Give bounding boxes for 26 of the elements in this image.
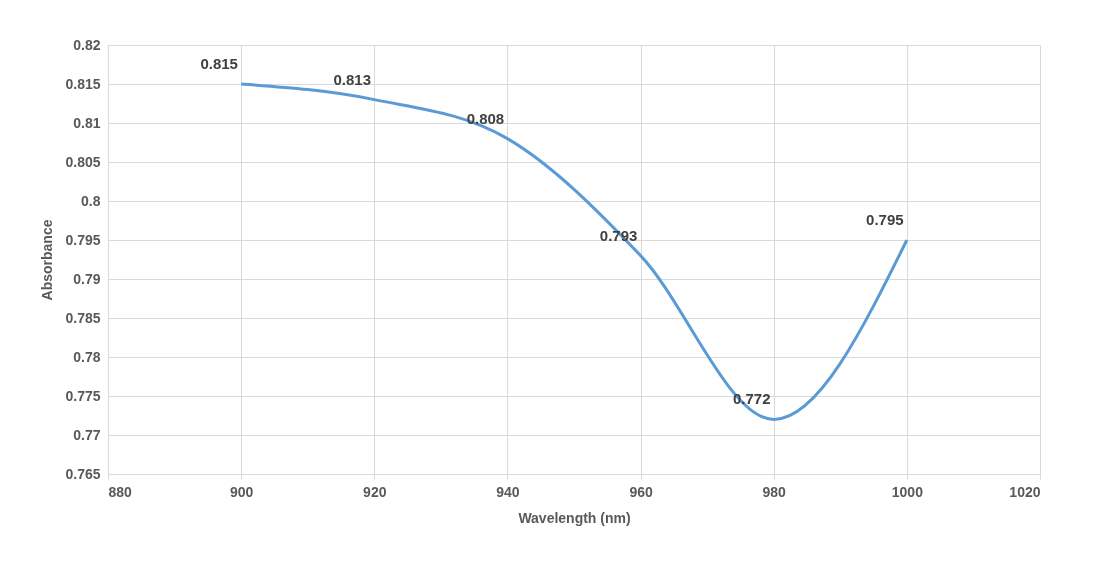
y-tick-label: 0.795 bbox=[65, 231, 101, 248]
x-tick-label: 900 bbox=[229, 483, 254, 500]
x-axis-title: Wavelength (nm) bbox=[518, 509, 631, 526]
y-axis-title: Absorbance bbox=[39, 219, 56, 301]
x-tick-label: 880 bbox=[108, 483, 133, 500]
data-label: 0.795 bbox=[866, 211, 904, 228]
y-tick-label: 0.805 bbox=[65, 153, 101, 170]
x-tick-label: 940 bbox=[496, 483, 520, 500]
y-tick-label: 0.815 bbox=[65, 75, 101, 92]
y-tick-label: 0.765 bbox=[65, 465, 101, 482]
x-tick-label: 980 bbox=[762, 483, 787, 500]
data-label: 0.813 bbox=[333, 70, 372, 88]
y-tick-label: 0.77 bbox=[73, 426, 101, 443]
x-tick-label: 1000 bbox=[891, 483, 924, 500]
data-label: 0.815 bbox=[200, 55, 238, 72]
y-tick-label: 0.81 bbox=[73, 114, 101, 131]
y-tick-label: 0.775 bbox=[65, 387, 101, 404]
y-tick-label: 0.785 bbox=[65, 309, 101, 326]
x-tick-label: 1020 bbox=[1009, 483, 1041, 500]
y-tick-label: 0.82 bbox=[73, 36, 101, 53]
x-tick-label: 920 bbox=[363, 483, 387, 500]
y-tick-label: 0.8 bbox=[81, 192, 101, 209]
y-tick-label: 0.79 bbox=[73, 270, 101, 287]
data-label: 0.808 bbox=[466, 109, 505, 127]
x-tick-label: 960 bbox=[629, 483, 653, 500]
y-tick-label: 0.78 bbox=[73, 348, 101, 365]
